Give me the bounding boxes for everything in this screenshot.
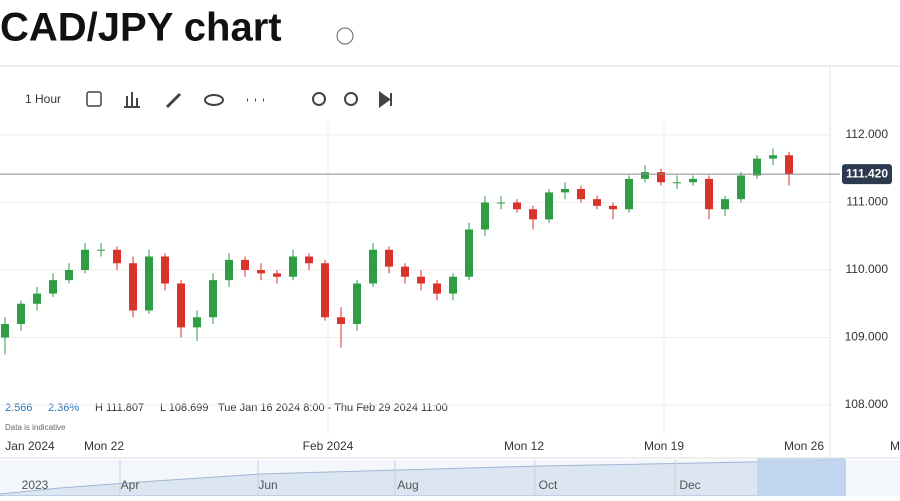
candle-body bbox=[593, 199, 601, 206]
candle-body bbox=[81, 249, 89, 270]
navigator-label: Apr bbox=[121, 478, 140, 492]
zoom-in-icon[interactable] bbox=[344, 92, 358, 106]
candle-body bbox=[241, 259, 249, 270]
view-icon[interactable] bbox=[204, 94, 224, 106]
candle-body bbox=[673, 182, 681, 184]
indicator-icon[interactable] bbox=[124, 92, 140, 108]
candle-body bbox=[529, 209, 537, 220]
candle-body bbox=[161, 256, 169, 284]
candle-body bbox=[17, 303, 25, 324]
navigator-label: Oct bbox=[539, 478, 558, 492]
candle-body bbox=[129, 263, 137, 311]
candle-body bbox=[481, 202, 489, 230]
candle-body bbox=[769, 155, 777, 159]
candle-icon[interactable] bbox=[86, 91, 102, 107]
candle-body bbox=[385, 249, 393, 267]
candle-body bbox=[353, 283, 361, 324]
candle-body bbox=[513, 202, 521, 210]
low-stat: L 108.699 bbox=[160, 402, 209, 414]
change-pct: 2.36% bbox=[48, 402, 79, 414]
high-stat: H 111.807 bbox=[95, 402, 144, 414]
draw-icon[interactable] bbox=[165, 92, 182, 109]
candle-body bbox=[1, 324, 9, 338]
navigator-label: 2023 bbox=[22, 478, 49, 492]
zoom-out-icon[interactable] bbox=[312, 92, 326, 106]
x-tick-label: Mon 22 bbox=[84, 439, 124, 453]
candle-body bbox=[689, 178, 697, 183]
navigator-label: Aug bbox=[397, 478, 418, 492]
candle-body bbox=[97, 249, 105, 251]
date-range: Tue Jan 16 2024 8:00 - Thu Feb 29 2024 1… bbox=[218, 402, 448, 414]
candle-body bbox=[273, 273, 281, 277]
candle-body bbox=[753, 158, 761, 176]
candle-body bbox=[577, 189, 585, 200]
data-note: Data is indicative bbox=[5, 423, 66, 432]
x-tick-label: Feb 2024 bbox=[303, 439, 354, 453]
candle-body bbox=[785, 155, 793, 175]
y-tick-label: 111.000 bbox=[846, 195, 888, 209]
scroll-end-icon[interactable] bbox=[379, 91, 392, 108]
candle-body bbox=[625, 178, 633, 210]
navigator-window[interactable] bbox=[757, 458, 845, 496]
candle-body bbox=[417, 276, 425, 284]
candle-body bbox=[33, 293, 41, 304]
candle-body bbox=[321, 263, 329, 318]
candle-body bbox=[193, 317, 201, 328]
candle-body bbox=[705, 178, 713, 210]
candle-body bbox=[369, 249, 377, 284]
candle-body bbox=[641, 172, 649, 179]
navigator-label: Dec bbox=[679, 478, 700, 492]
candle-body bbox=[49, 280, 57, 294]
page-title: CAD/JPY chart bbox=[0, 6, 282, 50]
candle-body bbox=[465, 229, 473, 277]
candle-body bbox=[545, 192, 553, 220]
change: 2.566 bbox=[5, 402, 33, 414]
info-icon[interactable] bbox=[336, 27, 354, 45]
toolbar-icons bbox=[86, 91, 392, 109]
last-price-label: 111.420 bbox=[846, 166, 888, 180]
candle-body bbox=[657, 172, 665, 183]
x-tick-label: Mon 26 bbox=[784, 439, 824, 453]
candle-body bbox=[497, 202, 505, 204]
candle-body bbox=[737, 175, 745, 200]
navigator-label: Jun bbox=[258, 478, 277, 492]
candle-body bbox=[609, 205, 617, 210]
candle-body bbox=[433, 283, 441, 294]
candle-body bbox=[65, 270, 73, 281]
interval-button[interactable]: 1 Hour bbox=[25, 92, 61, 106]
candle-body bbox=[401, 266, 409, 277]
last-price-box bbox=[842, 164, 892, 185]
y-tick-label: 108.000 bbox=[845, 397, 889, 411]
candle-body bbox=[561, 189, 569, 193]
candle-body bbox=[257, 270, 265, 274]
candle-body bbox=[209, 280, 217, 318]
y-tick-label: 110.000 bbox=[846, 262, 889, 276]
candle-body bbox=[289, 256, 297, 277]
candle-body bbox=[225, 259, 233, 281]
x-tick-label: Mon 12 bbox=[504, 439, 544, 453]
candle-body bbox=[177, 283, 185, 328]
x-tick-label: Mon 19 bbox=[644, 439, 684, 453]
y-tick-label: 109.000 bbox=[845, 330, 889, 344]
candle-body bbox=[113, 249, 121, 264]
x-tick-label: Jan 2024 bbox=[5, 439, 55, 453]
candle-body bbox=[305, 256, 313, 264]
candle-body bbox=[449, 276, 457, 294]
x-tick-label: M bbox=[890, 439, 900, 453]
candle-body bbox=[145, 256, 153, 311]
y-tick-label: 112.000 bbox=[846, 127, 889, 141]
candle-body bbox=[337, 317, 345, 324]
candle-body bbox=[721, 199, 729, 210]
